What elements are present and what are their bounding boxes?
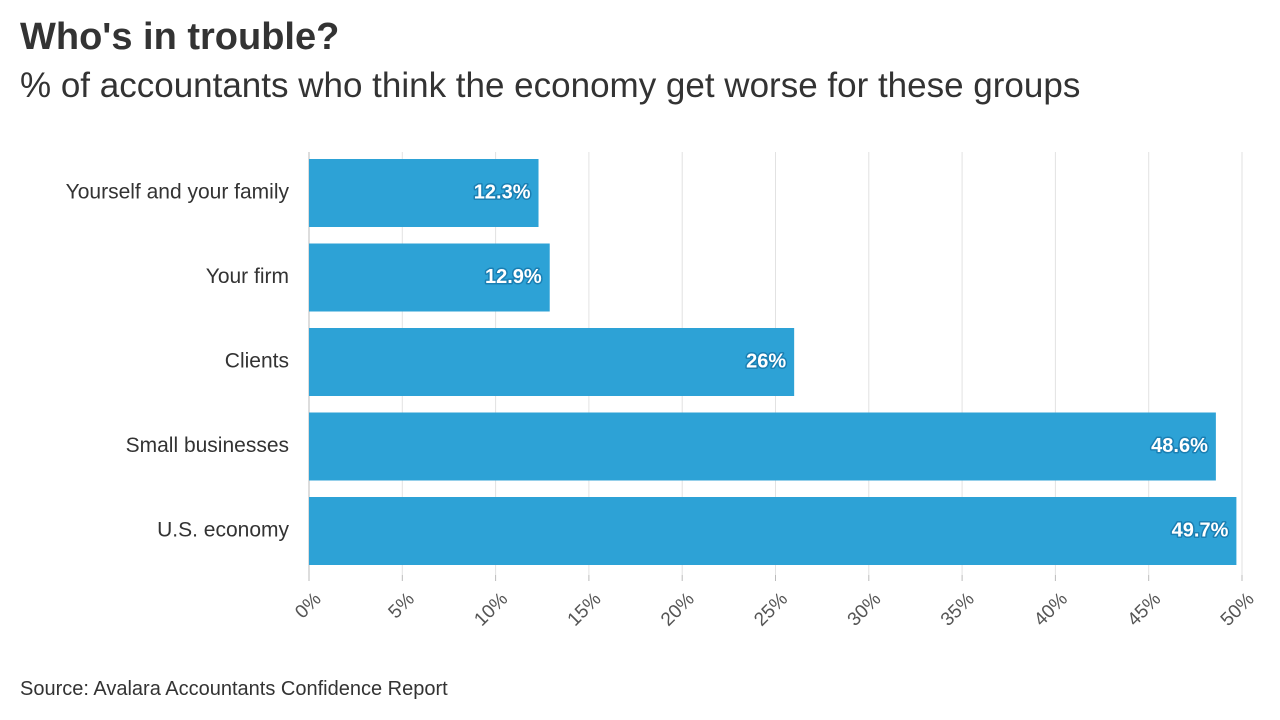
bar	[309, 243, 550, 312]
category-label: Your firm	[206, 265, 289, 288]
category-label: Yourself and your family	[66, 181, 290, 204]
source-note: Source: Avalara Accountants Confidence R…	[20, 678, 448, 700]
x-tick-label: 25%	[750, 589, 792, 631]
x-tick-label: 50%	[1217, 589, 1259, 631]
category-labels: Yourself and your family Your firm Clients…	[66, 181, 290, 542]
x-tick-label: 5%	[385, 589, 419, 623]
x-tick-label: 45%	[1124, 589, 1166, 631]
x-tick-label: 10%	[470, 589, 512, 631]
chart-title: Who's in trouble?	[20, 16, 340, 58]
data-labels: 12.3% 12.9% 26% 48.6% 49.7%	[472, 180, 1230, 543]
chart-subtitle: % of accountants who think the economy g…	[20, 66, 1081, 105]
category-label: U.S. economy	[157, 519, 289, 542]
x-tick-label: 20%	[657, 589, 699, 631]
data-label: 48.6%	[1151, 435, 1208, 457]
bars	[309, 159, 1237, 565]
x-tick-label: 15%	[564, 589, 606, 631]
data-label: 49.7%	[1172, 519, 1229, 541]
bar	[309, 328, 795, 396]
bar	[309, 159, 539, 227]
category-label: Small businesses	[126, 434, 289, 457]
x-tick-label: 35%	[937, 589, 979, 631]
x-tick-label: 40%	[1030, 589, 1072, 631]
data-label: 12.3%	[474, 181, 531, 203]
category-label: Clients	[225, 350, 289, 373]
data-label: 26%	[746, 350, 786, 372]
x-tick-label: 0%	[291, 589, 325, 623]
data-label: 12.9%	[485, 266, 542, 288]
bar	[309, 497, 1237, 565]
x-tick-label: 30%	[844, 589, 886, 631]
bar	[309, 412, 1216, 481]
x-axis: 0% 5% 10% 15% 20% 25% 30% 35% 40% 45% 50%	[291, 575, 1259, 631]
